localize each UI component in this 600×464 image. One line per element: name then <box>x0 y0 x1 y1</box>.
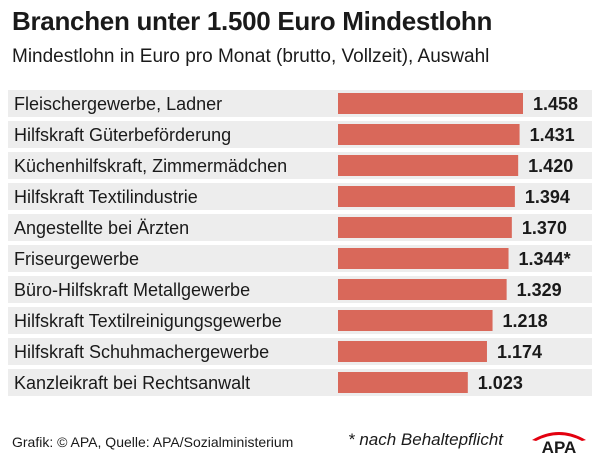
value-label: 1.420 <box>528 156 573 176</box>
bar <box>338 124 520 145</box>
row-band <box>8 369 592 396</box>
chart-title: Branchen unter 1.500 Euro Mindestlohn <box>12 6 493 36</box>
bar <box>338 372 468 393</box>
footnote: * nach Behaltepflicht <box>348 430 503 449</box>
category-label: Angestellte bei Ärzten <box>14 218 189 238</box>
category-label: Küchenhilfskraft, Zimmermädchen <box>14 156 287 176</box>
value-label: 1.431 <box>530 125 575 145</box>
value-label: 1.174 <box>497 342 542 362</box>
row-band <box>8 307 592 334</box>
bar <box>338 310 493 331</box>
value-label: 1.458 <box>533 94 578 114</box>
value-label: 1.023 <box>478 373 523 393</box>
category-label: Hilfskraft Textilindustrie <box>14 187 198 207</box>
value-label: 1.394 <box>525 187 570 207</box>
category-label: Friseurgewerbe <box>14 249 139 269</box>
bar <box>338 93 523 114</box>
source-credit: Grafik: © APA, Quelle: APA/Sozialministe… <box>12 434 294 450</box>
value-label: 1.218 <box>503 311 548 331</box>
category-label: Hilfskraft Textilreinigungsgewerbe <box>14 311 282 331</box>
value-label: 1.329 <box>517 280 562 300</box>
category-label: Hilfskraft Schuhmachergewerbe <box>14 342 269 362</box>
apa-logo-text: APA <box>542 438 577 454</box>
bar <box>338 217 512 238</box>
apa-logo-arc <box>532 432 586 441</box>
row-band <box>8 338 592 365</box>
category-label: Kanzleikraft bei Rechtsanwalt <box>14 373 250 393</box>
bar <box>338 279 507 300</box>
bar <box>338 341 487 362</box>
bar <box>338 155 519 176</box>
bar-chart: Fleischergewerbe, Ladner 1.458 Hilfskraft … <box>8 90 592 396</box>
category-label: Büro-Hilfskraft Metallgewerbe <box>14 280 250 300</box>
value-label: 1.344* <box>519 249 571 269</box>
category-label: Fleischergewerbe, Ladner <box>14 94 222 114</box>
category-label: Hilfskraft Güterbeförderung <box>14 125 231 145</box>
bar <box>338 186 515 207</box>
chart-subtitle: Mindestlohn in Euro pro Monat (brutto, V… <box>12 46 490 67</box>
bar <box>338 248 509 269</box>
apa-logo: APA <box>532 432 586 454</box>
value-label: 1.370 <box>522 218 567 238</box>
